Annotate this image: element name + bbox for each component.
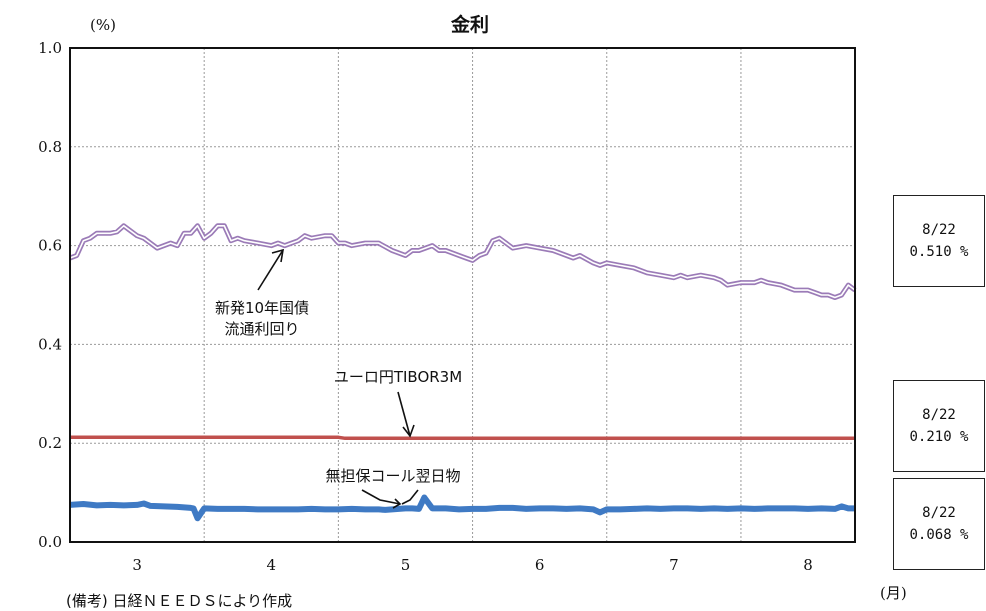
annotation-jgb10y-arrow [257, 249, 284, 291]
grid [70, 48, 855, 542]
annotation-tibor-label: ユーロ円TIBOR3M [334, 368, 462, 386]
y-tick-label: 1.0 [38, 39, 62, 57]
annotation-call-arrowhead-1 [392, 498, 402, 509]
annotation-tibor-arrowhead [402, 424, 415, 438]
annotation-jgb10y: 新発10年国債 流通利回り [215, 248, 309, 338]
value-box-jgb10y-date: 8/22 [922, 222, 956, 238]
x-tick-label: 3 [132, 556, 142, 574]
value-box-tibor-value: 0.210 % [909, 429, 969, 445]
y-tick-label: 0.6 [38, 237, 62, 255]
annotation-call-label: 無担保コール翌日物 [325, 467, 460, 485]
value-box-jgb10y-value: 0.510 % [909, 244, 969, 260]
x-tick-label: 7 [669, 556, 679, 574]
value-box-jgb10y: 8/22 0.510 % [893, 195, 985, 287]
y-tick-label: 0.8 [38, 138, 62, 156]
x-tick-label: 4 [267, 556, 277, 574]
annotation-call: 無担保コール翌日物 [325, 467, 461, 509]
x-tick-label: 8 [803, 556, 813, 574]
annotation-tibor-arrow [397, 391, 411, 437]
value-box-call-value: 0.068 % [909, 527, 969, 543]
series-lines [69, 223, 857, 522]
series-line-call-overnight [69, 494, 855, 522]
y-unit-label: (%) [90, 16, 116, 34]
chart-title: 金利 [450, 13, 489, 36]
annotation-call-arrow [361, 489, 401, 505]
series-line-jgb10y-outer [69, 223, 857, 300]
value-box-call: 8/22 0.068 % [893, 478, 985, 570]
x-tick-label: 6 [535, 556, 545, 574]
annotation-jgb10y-line2: 流通利回り [224, 320, 299, 338]
series-line-jgb10y-inner [69, 225, 856, 299]
y-tick-label: 0.4 [38, 335, 62, 353]
source-note: (備考) 日経ＮＥＥＤＳにより作成 [66, 592, 293, 610]
y-axis: 1.0 0.8 0.6 0.4 0.2 0.0 [38, 39, 62, 551]
x-unit-label: (月) [880, 584, 907, 602]
annotation-jgb10y-arrowhead [271, 248, 284, 263]
annotation-jgb10y-line1: 新発10年国債 [215, 299, 309, 317]
value-box-tibor: 8/22 0.210 % [893, 380, 985, 472]
value-box-call-date: 8/22 [922, 505, 956, 521]
annotation-call-arrow-2 [401, 489, 419, 505]
value-box-tibor-date: 8/22 [922, 407, 956, 423]
series-line-tibor3m [70, 435, 855, 441]
plot-frame [69, 47, 856, 543]
y-tick-label: 0.0 [38, 533, 62, 551]
x-axis: 3 4 5 6 7 8 [132, 556, 812, 574]
annotation-tibor: ユーロ円TIBOR3M [334, 368, 462, 438]
x-tick-label: 5 [401, 556, 411, 574]
y-tick-label: 0.2 [38, 434, 62, 452]
